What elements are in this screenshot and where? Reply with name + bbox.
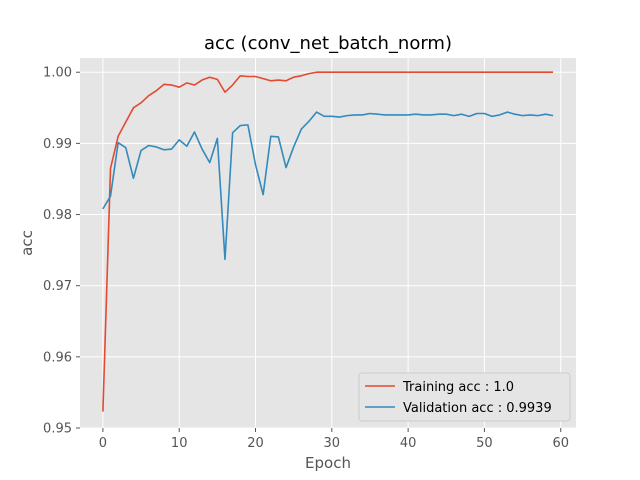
x-tick-label: 40 bbox=[400, 436, 417, 451]
grid bbox=[80, 58, 576, 429]
series-line-training bbox=[102, 71, 554, 412]
x-axis-label: Epoch bbox=[305, 454, 351, 472]
y-tick-label: 0.99 bbox=[43, 137, 72, 152]
legend-label-training: Training acc : 1.0 bbox=[402, 380, 514, 395]
y-tick-label: 1.00 bbox=[43, 66, 72, 81]
plot-area bbox=[80, 58, 576, 428]
x-tick-label: 0 bbox=[99, 436, 107, 451]
series-lines bbox=[102, 71, 554, 412]
axis-ticks: 0 10 20 30 40 50 60 0.95 0.96 0.97 0.98 0.99 1.00 bbox=[43, 66, 569, 451]
y-tick-label: 0.98 bbox=[43, 208, 72, 223]
series-line-validation bbox=[102, 111, 554, 261]
y-tick-label: 0.95 bbox=[43, 422, 72, 437]
chart-title: acc (conv_net_batch_norm) bbox=[204, 33, 452, 54]
x-tick-label: 50 bbox=[476, 436, 493, 451]
y-tick-label: 0.96 bbox=[43, 350, 72, 365]
x-tick-label: 30 bbox=[324, 436, 341, 451]
y-tick-label: 0.97 bbox=[43, 279, 72, 294]
x-tick-label: 10 bbox=[171, 436, 188, 451]
legend-box bbox=[358, 372, 571, 422]
legend-label-validation: Validation acc : 0.9939 bbox=[403, 401, 552, 416]
legend: Training acc : 1.0 Validation acc : 0.99… bbox=[358, 372, 571, 422]
x-tick-label: 20 bbox=[247, 436, 264, 451]
y-axis-label: acc bbox=[18, 230, 36, 256]
x-tick-label: 60 bbox=[552, 436, 569, 451]
